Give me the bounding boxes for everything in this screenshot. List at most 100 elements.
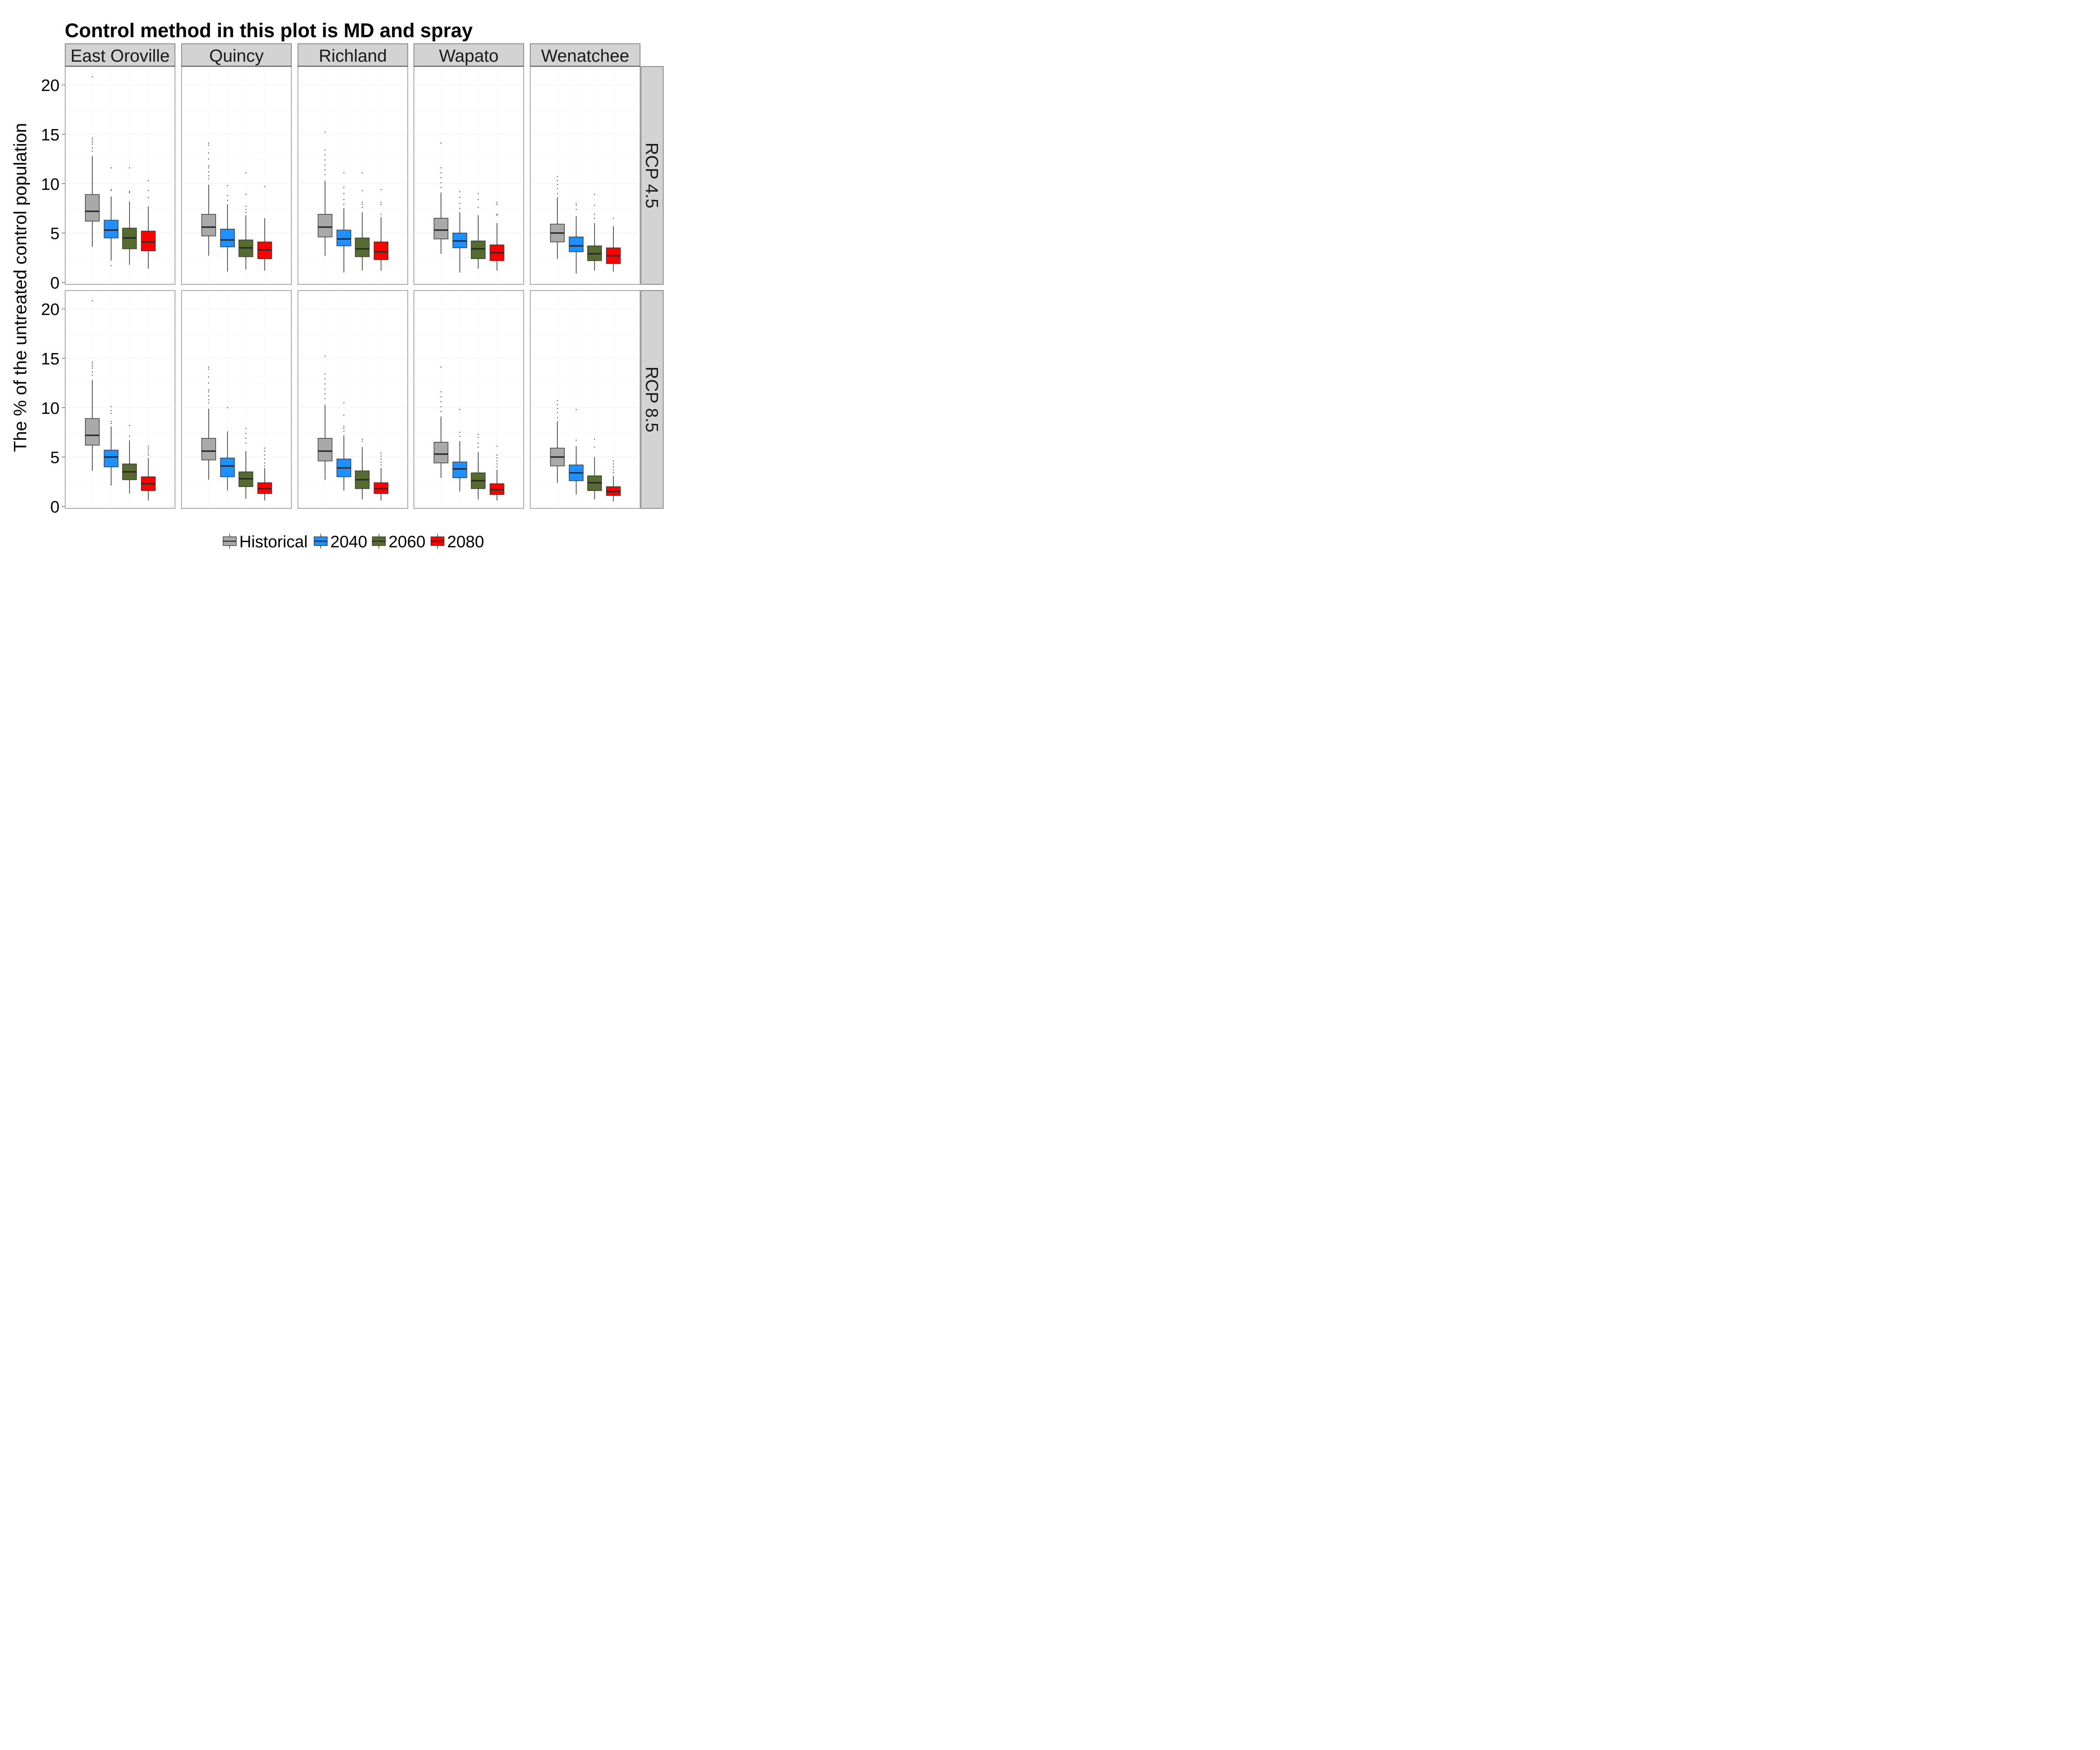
outlier-point [459,432,461,433]
outlier-point [324,356,326,357]
box-historical [434,143,448,254]
box-iqr [452,462,467,478]
strip-label: Wenatchee [541,46,630,66]
outlier-point [147,445,149,447]
outlier-point [556,412,558,413]
legend-item-2080: 2080 [430,533,484,551]
box-iqr [318,214,332,238]
box-2080 [257,186,272,271]
outlier-point [324,159,326,161]
row-strip-1 [640,290,664,509]
outlier-point [110,423,112,424]
row-strip-label: RCP 8.5 [642,367,662,432]
strip-label: Quincy [209,46,264,66]
outlier-point [380,189,382,190]
strip-quincy [181,43,292,66]
box-iqr [85,194,100,222]
outlier-point [324,164,326,165]
panel-background [530,290,640,509]
outlier-point [208,152,210,154]
box-2060 [355,438,370,500]
outlier-point [459,409,461,410]
y-tick-label: 5 [50,225,60,243]
box-2080 [490,445,504,500]
outlier-point [245,206,247,207]
y-tick-label: 20 [41,301,60,319]
outlier-point [361,172,363,174]
outlier-point [91,150,93,152]
outlier-point [556,404,558,406]
box-historical [550,400,565,483]
box-2060 [122,425,137,494]
box-iqr [336,230,351,246]
outlier-point [208,158,210,160]
outlier-point [245,428,247,429]
box-iqr [318,438,332,462]
outlier-point [245,209,247,210]
outlier-point [380,458,382,460]
box-historical [318,356,332,480]
outlier-point [459,208,461,209]
y-axis-label: The % of the untreated control populatio… [10,123,30,452]
box-2040 [452,191,467,273]
y-tick-label: 15 [41,350,60,368]
outlier-point [556,193,558,194]
outlier-point [147,190,149,191]
y-tick-label: 10 [41,175,60,194]
outlier-point [245,433,247,434]
box-2060 [587,194,602,271]
outlier-point [208,399,210,400]
legend: Historical 2040 2060 2080 [223,533,484,551]
legend-label: 2060 [388,533,426,551]
box-iqr [104,450,119,467]
outlier-point [324,388,326,389]
outlier-point [110,265,112,266]
outlier-point [575,203,577,204]
outlier-point [227,407,228,408]
box-2080 [374,189,388,271]
box-2040 [569,409,584,495]
outlier-point [343,430,345,432]
outlier-point [208,376,210,378]
outlier-point [380,455,382,457]
outlier-point [380,464,382,466]
box-historical [318,132,332,256]
legend-item-2040: 2040 [314,533,368,551]
outlier-point [556,176,558,178]
box-2080 [141,445,156,500]
outlier-point [208,143,210,144]
outlier-point [91,374,93,376]
outlier-point [110,190,112,191]
box-iqr [85,418,100,446]
outlier-point [380,202,382,203]
box-2040 [336,402,351,491]
outlier-point [459,191,461,192]
y-tick-label: 20 [41,77,60,95]
outlier-point [245,438,247,439]
boxplot-chart: Control method in this plot is MD and sp… [10,19,664,551]
outlier-point [208,382,210,384]
outlier-point [556,417,558,418]
box-2080 [606,217,621,272]
outlier-point [594,214,595,215]
outlier-point [612,217,614,219]
box-2080 [606,460,621,502]
panel-background [65,290,175,509]
panel-background [530,66,640,285]
outlier-point [612,460,614,462]
outlier-point [324,169,326,171]
outlier-point [110,413,112,414]
outlier-point [575,209,577,210]
outlier-point [227,185,228,186]
outlier-point [380,204,382,205]
legend-item-2060: 2060 [372,533,426,551]
outlier-point [208,144,210,146]
outlier-point [343,428,345,429]
box-iqr [434,442,448,463]
box-2040 [104,167,119,266]
outlier-point [129,191,130,192]
outlier-point [110,189,112,190]
outlier-point [361,190,363,191]
strip-richland [298,43,408,66]
outlier-point [91,147,93,149]
